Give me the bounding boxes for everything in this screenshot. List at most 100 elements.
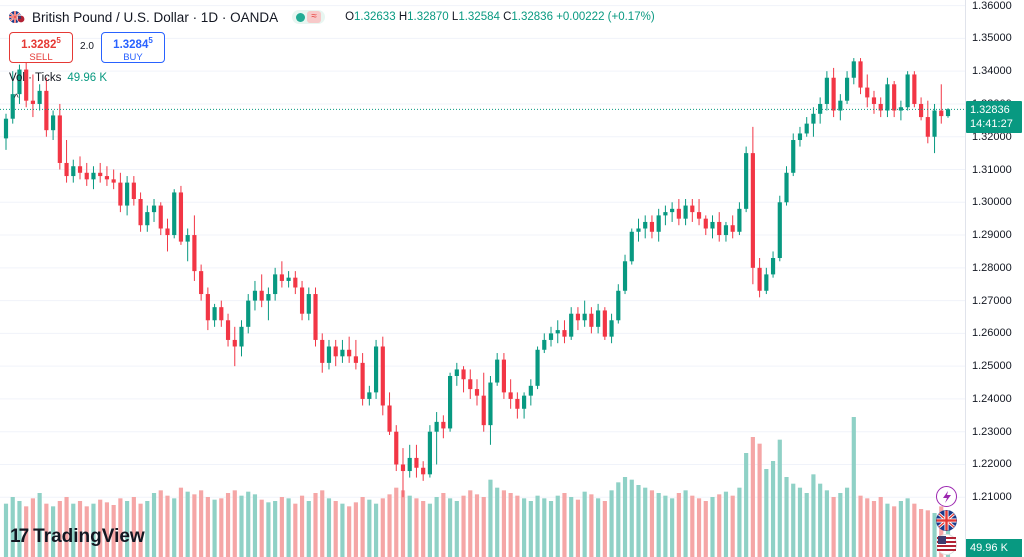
candle-body — [865, 87, 870, 98]
candle-body — [528, 385, 533, 396]
candle-body — [185, 235, 190, 242]
us-flag-icon[interactable] — [936, 534, 957, 555]
price-axis[interactable]: 1.360001.350001.340001.330001.320001.310… — [965, 0, 1024, 557]
candle-body — [683, 205, 688, 219]
candle-body — [757, 267, 762, 291]
candle — [804, 117, 809, 137]
candle-body — [878, 103, 883, 111]
candle-body — [326, 346, 332, 363]
candle-body — [616, 290, 621, 321]
volume-bar — [205, 497, 210, 557]
volume-bar — [51, 506, 56, 557]
candle-body — [111, 179, 116, 183]
volume-bar — [91, 503, 96, 557]
candle — [757, 258, 762, 298]
volume-bar — [360, 497, 365, 557]
candle-body — [582, 313, 587, 321]
sell-button[interactable]: 1.32825 SELL — [9, 32, 73, 63]
candle — [299, 280, 305, 321]
candle — [474, 379, 480, 406]
candle-body — [750, 153, 755, 268]
candle — [696, 199, 702, 226]
collapse-chevron-icon[interactable]: ^ — [14, 93, 19, 104]
candle — [495, 353, 500, 386]
volume-bar — [676, 493, 681, 557]
candle-body — [192, 235, 197, 272]
volume-bar — [3, 503, 9, 557]
candle — [858, 58, 863, 95]
candle — [710, 215, 715, 239]
candle — [232, 326, 237, 367]
candle-body — [219, 307, 224, 321]
candle-body — [427, 431, 432, 475]
volume-bar — [555, 495, 560, 557]
candle-body — [831, 77, 836, 111]
candle-body — [596, 310, 601, 327]
volume-bar — [380, 498, 385, 557]
candle-body — [239, 326, 244, 347]
price-tick-label: 1.22000 — [972, 458, 1012, 471]
candle-body — [562, 330, 567, 337]
volume-bar — [454, 501, 459, 557]
volume-bar — [165, 495, 170, 557]
candle-body — [636, 228, 641, 232]
candle — [131, 176, 136, 206]
chart-plot-area[interactable] — [0, 0, 965, 557]
candle-body — [340, 349, 345, 357]
volume-bar — [286, 498, 291, 557]
volume-bar — [912, 503, 917, 557]
candle-body — [232, 339, 237, 347]
candle-body — [797, 133, 803, 141]
volume-bar — [367, 499, 372, 557]
candle-body — [488, 382, 493, 426]
volume-bar — [932, 513, 937, 557]
uk-flag-icon[interactable] — [936, 510, 957, 531]
buy-button[interactable]: 1.32845 BUY — [101, 32, 165, 63]
candle-body — [858, 61, 863, 88]
candle-body — [871, 97, 877, 104]
candle — [199, 264, 204, 301]
price-tick-label: 1.21000 — [972, 491, 1012, 504]
volume-legend[interactable]: Vol · Ticks 49.96 K — [9, 72, 107, 84]
market-status-pill[interactable]: ≈ — [292, 10, 326, 24]
price-chart[interactable] — [0, 0, 965, 557]
volume-bar — [441, 493, 446, 557]
sell-label: SELL — [29, 51, 53, 63]
candle — [353, 339, 358, 370]
candle-body — [394, 431, 399, 465]
symbol-title[interactable]: British Pound / U.S. Dollar · 1D · OANDA — [32, 9, 279, 25]
candle — [367, 385, 372, 406]
candle — [811, 107, 816, 137]
candle-body — [17, 69, 22, 95]
candle-body — [656, 215, 661, 232]
last-price-label: 1.32836 14:41:27 — [966, 101, 1022, 133]
volume-bar — [37, 493, 42, 557]
volume-bar — [589, 494, 594, 557]
candle-body — [212, 307, 217, 321]
price-tick-label: 1.34000 — [972, 65, 1012, 78]
candle — [912, 71, 917, 108]
tradingview-logo[interactable]: 17 TradingView — [10, 526, 145, 548]
volume-bar — [192, 494, 197, 557]
candle-body — [609, 320, 614, 337]
volume-bar — [871, 501, 877, 557]
volume-bar — [24, 506, 29, 557]
candle — [663, 205, 668, 226]
candle — [508, 379, 513, 409]
volume-bar — [818, 483, 823, 557]
candle — [293, 271, 298, 295]
candle — [582, 300, 587, 327]
candle — [649, 215, 655, 239]
candle-body — [744, 153, 749, 209]
volume-bar — [737, 487, 742, 557]
candle — [609, 313, 614, 344]
candle — [414, 444, 419, 478]
candle — [333, 339, 338, 367]
volume-bar — [629, 479, 634, 557]
candles — [3, 58, 951, 498]
volume-bar — [151, 493, 157, 557]
candle — [326, 339, 332, 370]
lightning-icon[interactable] — [936, 486, 957, 507]
candle — [165, 218, 170, 252]
